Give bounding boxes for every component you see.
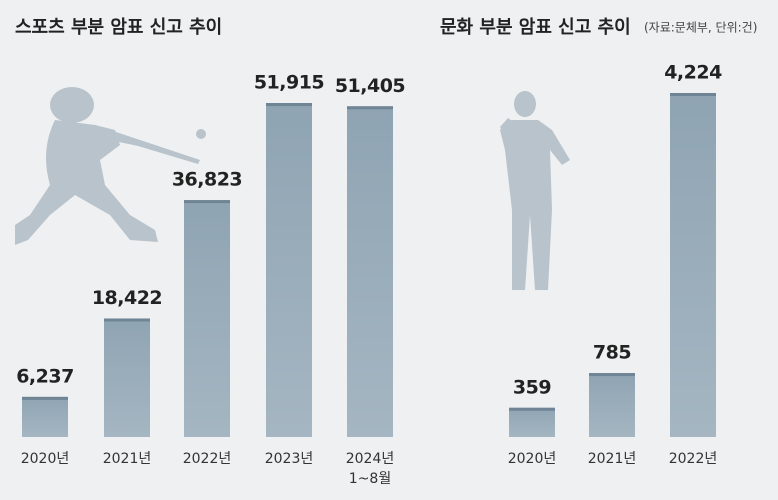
value-label: 4,224 — [664, 62, 722, 84]
bar-top-edge — [509, 407, 555, 411]
x-tick-label: 2020년 — [508, 451, 557, 467]
x-tick-label: 2021년 — [588, 451, 637, 467]
bar — [104, 318, 150, 437]
x-tick-label: 2024년 1~8월 — [346, 451, 395, 487]
bar-top-edge — [589, 373, 635, 377]
x-tick-label: 2023년 — [265, 451, 314, 467]
x-tick-label: 2022년 — [183, 451, 232, 467]
value-label: 6,237 — [16, 365, 74, 387]
x-tick-label: 2022년 — [669, 451, 718, 467]
source-note: (자료:문체부, 단위:건) — [644, 21, 757, 35]
bar-top-edge — [104, 318, 150, 322]
value-label: 51,915 — [254, 72, 324, 94]
chart-title: 문화 부분 암표 신고 추이 — [440, 17, 631, 38]
value-label: 51,405 — [335, 75, 405, 97]
bar — [589, 373, 635, 437]
x-tick-label: 2020년 — [21, 451, 70, 467]
value-label: 785 — [593, 342, 631, 364]
bar-top-edge — [347, 106, 393, 110]
value-label: 18,422 — [92, 287, 162, 309]
bar — [347, 106, 393, 438]
bar — [22, 396, 68, 437]
bar-top-edge — [266, 103, 312, 106]
x-tick-label: 2021년 — [103, 451, 152, 467]
bar — [670, 93, 716, 437]
value-label: 359 — [513, 376, 551, 398]
bar-top-edge — [670, 93, 716, 96]
bar — [509, 407, 555, 437]
bar — [184, 200, 230, 437]
chart-title: 스포츠 부분 암표 신고 추이 — [15, 17, 222, 38]
bar-top-edge — [184, 200, 230, 204]
value-label: 36,823 — [172, 169, 242, 191]
batter-silhouette — [15, 87, 206, 245]
bar-top-edge — [22, 396, 68, 400]
singer-silhouette — [500, 91, 570, 290]
bar — [266, 103, 312, 437]
